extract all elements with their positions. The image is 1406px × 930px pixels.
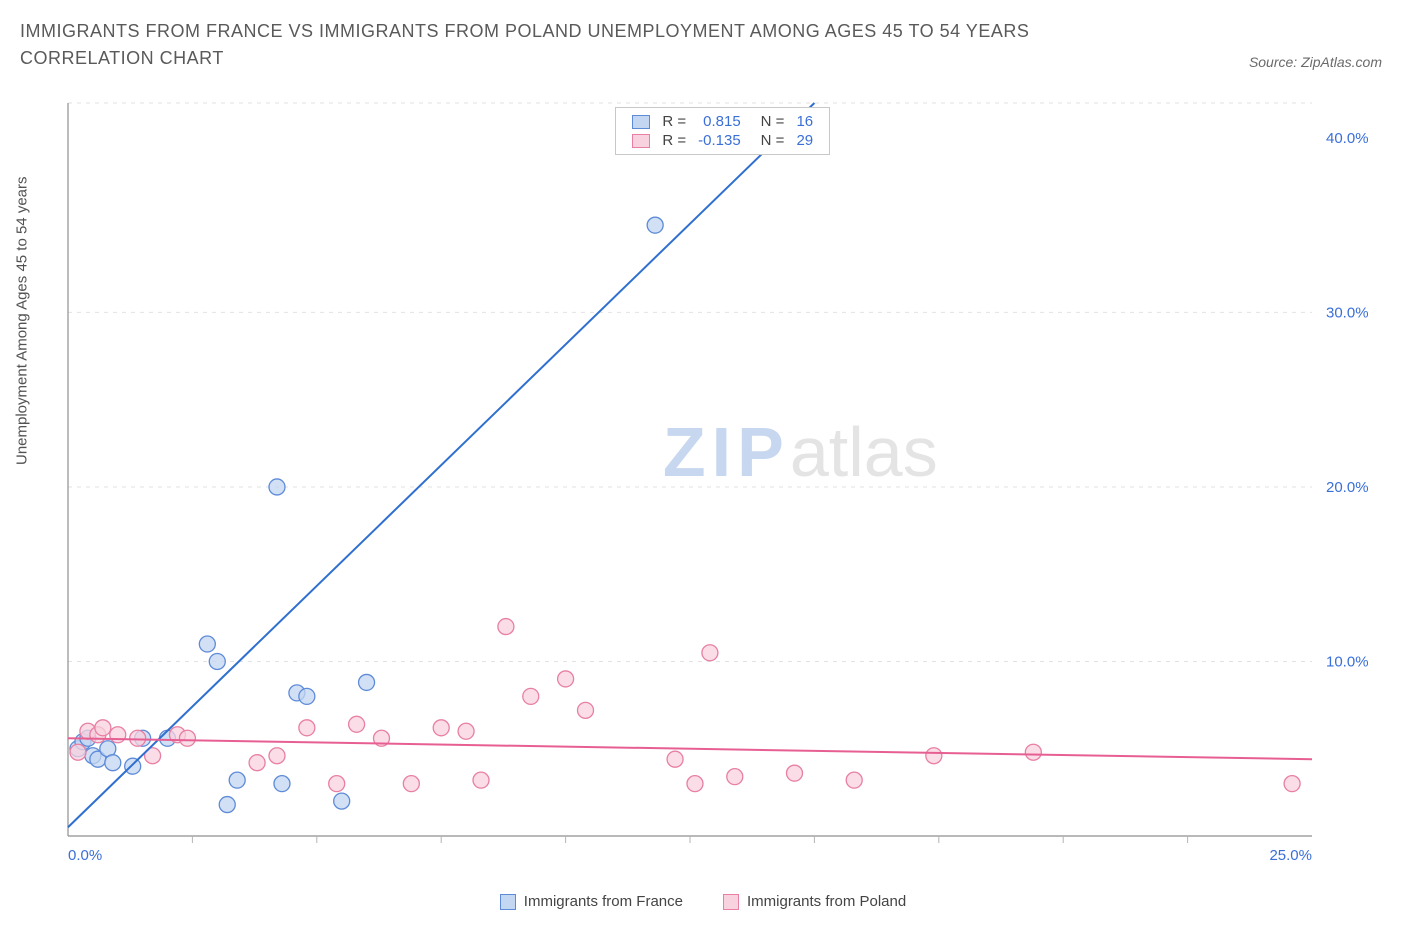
stats-n-value-0: 16 (790, 112, 819, 131)
stats-swatch-1 (632, 134, 650, 148)
stats-swatch-0 (632, 115, 650, 129)
legend-swatch-1 (723, 894, 739, 910)
svg-text:30.0%: 30.0% (1326, 304, 1369, 321)
svg-text:40.0%: 40.0% (1326, 130, 1369, 147)
source-label: Source: ZipAtlas.com (1249, 54, 1382, 70)
legend-item-0: Immigrants from France (500, 893, 683, 910)
stats-n-value-1: 29 (790, 131, 819, 150)
stats-n-label-0: N = (747, 112, 791, 131)
stats-r-value-0: 0.815 (692, 112, 747, 131)
plot-area: 0.0%25.0%10.0%20.0%30.0%40.0% ZIPatlas R… (60, 95, 1382, 870)
bottom-legend: Immigrants from France Immigrants from Po… (0, 893, 1406, 910)
svg-text:0.0%: 0.0% (68, 847, 102, 864)
svg-text:10.0%: 10.0% (1326, 653, 1369, 670)
stats-r-label-0: R = (656, 112, 692, 131)
chart-title: IMMIGRANTS FROM FRANCE VS IMMIGRANTS FRO… (20, 18, 1120, 72)
stats-r-label-1: R = (656, 131, 692, 150)
stats-r-value-1: -0.135 (692, 131, 747, 150)
svg-text:20.0%: 20.0% (1326, 479, 1369, 496)
legend-swatch-0 (500, 894, 516, 910)
correlation-stats-box: R = 0.815 N = 16 R = -0.135 N = 29 (615, 107, 830, 155)
stats-n-label-1: N = (747, 131, 791, 150)
legend-label-1: Immigrants from Poland (747, 893, 906, 910)
scatter-plot-svg: 0.0% 25.0% 10.0% 20.0% 30.0% 40.0% (60, 95, 1382, 870)
svg-text:25.0%: 25.0% (1269, 847, 1312, 864)
y-axis-label: Unemployment Among Ages 45 to 54 years (14, 176, 31, 465)
legend-label-0: Immigrants from France (524, 893, 683, 910)
legend-item-1: Immigrants from Poland (723, 893, 906, 910)
